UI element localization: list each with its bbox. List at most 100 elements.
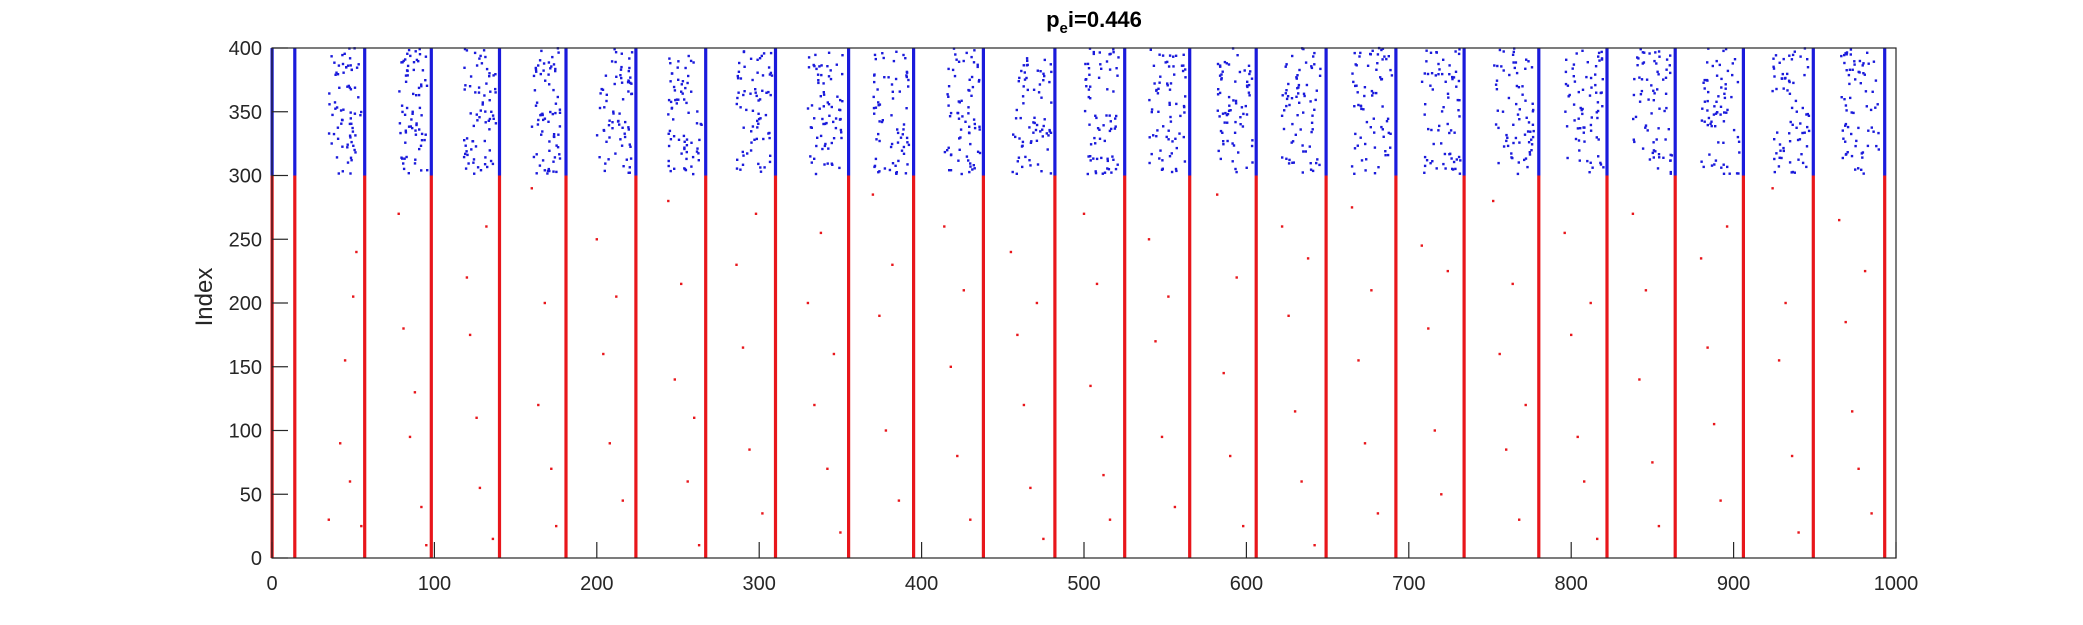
spike-point bbox=[1431, 88, 1434, 91]
spike-point bbox=[1172, 55, 1175, 58]
spike-point bbox=[757, 112, 760, 115]
burst-1-16 bbox=[1324, 48, 1328, 176]
spike-point bbox=[1531, 135, 1535, 139]
spike-point bbox=[407, 48, 411, 52]
spike-point bbox=[1860, 152, 1863, 155]
spike-point bbox=[1167, 65, 1171, 68]
spike-point bbox=[695, 122, 699, 125]
spike-point bbox=[555, 144, 558, 147]
spike-point bbox=[342, 71, 345, 74]
spike-point bbox=[1182, 53, 1185, 56]
spike-point bbox=[1108, 68, 1112, 71]
spike-point bbox=[1106, 88, 1109, 91]
spike-point bbox=[610, 60, 614, 63]
spike-point bbox=[1156, 129, 1159, 132]
spike-point bbox=[546, 172, 549, 175]
spike-point bbox=[1286, 95, 1290, 98]
spike-point bbox=[1573, 119, 1576, 122]
spike-point bbox=[1294, 133, 1297, 136]
burst-1-20 bbox=[1605, 48, 1609, 176]
spike-point bbox=[1566, 156, 1569, 160]
spike-point bbox=[877, 104, 880, 107]
spike-point bbox=[1089, 384, 1092, 388]
spike-point bbox=[1790, 171, 1793, 174]
burst-1-21 bbox=[1673, 48, 1677, 176]
spike-point bbox=[1218, 74, 1222, 77]
spike-point bbox=[476, 166, 480, 169]
burst-line bbox=[1394, 175, 1398, 558]
y-tick-label: 50 bbox=[240, 484, 262, 506]
spike-point bbox=[682, 134, 686, 138]
spike-point bbox=[907, 78, 910, 82]
spike-point bbox=[742, 154, 745, 157]
spike-point bbox=[1043, 118, 1046, 121]
spike-point bbox=[1293, 410, 1297, 413]
burst-line bbox=[1811, 175, 1815, 558]
spike-point bbox=[823, 144, 827, 148]
spike-point bbox=[1851, 410, 1854, 413]
spike-point bbox=[1170, 170, 1174, 174]
spike-point bbox=[349, 172, 352, 175]
spike-point bbox=[346, 161, 350, 164]
spike-point bbox=[414, 50, 417, 53]
spike-point bbox=[841, 100, 844, 103]
spike-point bbox=[667, 199, 670, 203]
spike-point bbox=[406, 64, 410, 68]
spike-point bbox=[1158, 53, 1161, 56]
spike-point bbox=[683, 146, 686, 149]
spike-point bbox=[548, 140, 551, 143]
spike-point bbox=[1287, 314, 1290, 317]
burst-0-21 bbox=[1673, 175, 1677, 558]
spike-point bbox=[409, 54, 412, 58]
spike-point bbox=[1370, 89, 1374, 93]
burst-line bbox=[1537, 48, 1541, 176]
spike-point bbox=[1567, 95, 1570, 98]
burst-line bbox=[704, 175, 708, 558]
spike-point bbox=[1115, 67, 1118, 70]
spike-point bbox=[1015, 108, 1018, 112]
spike-point bbox=[1632, 93, 1636, 97]
spike-point bbox=[764, 113, 768, 117]
spike-point bbox=[1315, 161, 1318, 165]
spike-point bbox=[697, 544, 701, 547]
spike-point bbox=[1042, 124, 1045, 128]
spike-point bbox=[1221, 70, 1224, 73]
spike-point bbox=[1875, 144, 1878, 148]
spike-point bbox=[404, 74, 408, 77]
spike-point bbox=[1362, 108, 1365, 111]
spike-point bbox=[339, 442, 342, 445]
spike-point bbox=[822, 105, 825, 108]
spike-point bbox=[1018, 137, 1021, 140]
spike-point bbox=[1526, 165, 1529, 169]
spike-point bbox=[1845, 51, 1849, 54]
spike-point bbox=[741, 150, 744, 154]
spike-point bbox=[1643, 51, 1646, 54]
spike-point bbox=[1843, 53, 1846, 57]
spike-point bbox=[902, 145, 906, 149]
spike-point bbox=[883, 76, 886, 79]
spike-point bbox=[1528, 153, 1532, 156]
spike-point bbox=[1423, 171, 1426, 174]
spike-point bbox=[1577, 139, 1581, 142]
spike-point bbox=[874, 106, 878, 109]
spike-point bbox=[1109, 120, 1112, 123]
spike-point bbox=[877, 101, 880, 104]
spike-point bbox=[1707, 47, 1710, 50]
spike-point bbox=[469, 112, 472, 115]
spike-point bbox=[1717, 141, 1720, 144]
spike-point bbox=[1456, 98, 1459, 102]
spike-point bbox=[483, 94, 486, 97]
spike-point bbox=[823, 163, 826, 166]
spike-point bbox=[1372, 91, 1375, 95]
spike-point bbox=[901, 133, 904, 136]
spike-point bbox=[1161, 167, 1164, 171]
spike-point bbox=[1164, 61, 1167, 64]
spike-point bbox=[1586, 61, 1589, 64]
burst-line bbox=[564, 48, 568, 176]
burst-line bbox=[1741, 175, 1745, 558]
spike-point bbox=[1298, 101, 1301, 104]
spike-point bbox=[770, 74, 774, 77]
spike-point bbox=[1248, 94, 1251, 97]
spike-point bbox=[905, 136, 909, 140]
spike-point bbox=[971, 168, 974, 171]
